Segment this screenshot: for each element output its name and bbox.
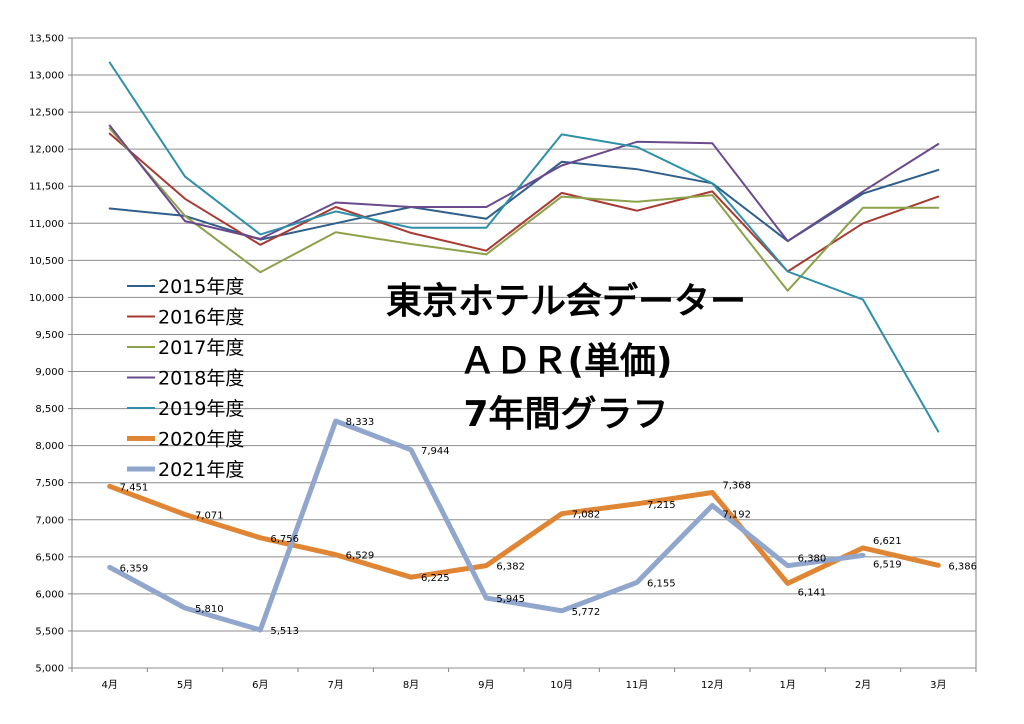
series-line bbox=[108, 124, 940, 243]
data-label: 5,945 bbox=[496, 594, 525, 605]
x-tick-label: 8月 bbox=[403, 679, 419, 691]
x-tick-label: 5月 bbox=[177, 679, 193, 691]
chart-title-line: ＡＤＲ(単価) bbox=[460, 341, 673, 382]
series-line bbox=[108, 132, 940, 273]
y-tick-label: 6,000 bbox=[35, 589, 64, 600]
x-tick-label: 10月 bbox=[550, 679, 573, 691]
y-axis: 5,000 5,500 6,000 6,500 7,000 7,500 8,000 8,500… bbox=[29, 34, 72, 675]
y-tick-label: 6,500 bbox=[35, 552, 64, 563]
series-line bbox=[107, 418, 866, 633]
x-tick-label: 9月 bbox=[478, 679, 494, 691]
data-label: 6,386 bbox=[948, 561, 977, 572]
data-label: 7,215 bbox=[647, 500, 676, 511]
data-label: 5,513 bbox=[270, 626, 299, 637]
x-tick-label: 12月 bbox=[701, 679, 724, 691]
y-tick-label: 10,500 bbox=[29, 256, 64, 267]
y-tick-label: 12,000 bbox=[29, 145, 64, 156]
legend-label: 2015年度 bbox=[158, 276, 244, 298]
y-tick-label: 8,500 bbox=[35, 404, 64, 415]
data-label: 5,772 bbox=[572, 607, 601, 618]
data-label: 6,155 bbox=[647, 578, 676, 589]
legend-label: 2017年度 bbox=[158, 337, 244, 359]
chart-title-line: 7年間グラフ bbox=[463, 394, 668, 435]
data-label: 6,756 bbox=[270, 534, 299, 545]
y-tick-label: 11,500 bbox=[29, 182, 64, 193]
x-tick-label: 2月 bbox=[855, 679, 871, 691]
data-label: 6,359 bbox=[120, 563, 149, 574]
chart-title: 東京ホテル会データー ＡＤＲ(単価) 7年間グラフ bbox=[386, 280, 746, 435]
legend-label: 2018年度 bbox=[158, 368, 244, 390]
data-label: 7,071 bbox=[195, 511, 224, 522]
y-tick-label: 5,500 bbox=[35, 626, 64, 637]
series-lines bbox=[107, 61, 941, 633]
legend-label: 2019年度 bbox=[158, 398, 244, 420]
x-tick-label: 6月 bbox=[252, 679, 268, 691]
data-label: 5,810 bbox=[195, 604, 224, 615]
y-tick-label: 10,000 bbox=[29, 293, 64, 304]
y-tick-label: 9,000 bbox=[35, 367, 64, 378]
y-tick-label: 8,000 bbox=[35, 441, 64, 452]
x-tick-label: 7月 bbox=[327, 679, 343, 691]
data-label: 6,519 bbox=[873, 559, 902, 570]
y-tick-label: 5,000 bbox=[35, 664, 64, 675]
y-tick-label: 13,500 bbox=[29, 34, 64, 45]
series-line bbox=[108, 61, 940, 433]
y-tick-label: 12,500 bbox=[29, 108, 64, 119]
y-tick-label: 13,000 bbox=[29, 71, 64, 82]
data-label: 7,451 bbox=[120, 482, 149, 493]
x-axis: 4月 5月 6月 7月 8月 9月 10月 11月 12月 1月 2月 3月 bbox=[71, 668, 977, 691]
data-label: 8,333 bbox=[346, 417, 375, 428]
y-tick-label: 11,000 bbox=[29, 219, 64, 230]
chart-title-line: 東京ホテル会データー bbox=[386, 280, 746, 322]
legend-label: 2020年度 bbox=[158, 429, 244, 451]
x-tick-label: 1月 bbox=[779, 679, 795, 691]
x-tick-label: 3月 bbox=[930, 679, 946, 691]
y-tick-label: 7,500 bbox=[35, 478, 64, 489]
legend-label: 2016年度 bbox=[158, 307, 244, 329]
legend: 2015年度 2016年度 2017年度 2018年度 2019年度 2020年度 2021… bbox=[127, 276, 244, 481]
data-label: 7,192 bbox=[722, 510, 751, 521]
x-tick-label: 11月 bbox=[626, 679, 649, 691]
y-tick-label: 9,500 bbox=[35, 330, 64, 341]
data-label: 7,368 bbox=[722, 480, 751, 491]
data-label: 6,380 bbox=[798, 554, 827, 565]
legend-label: 2021年度 bbox=[158, 459, 244, 481]
data-label: 6,225 bbox=[421, 573, 450, 584]
data-labels: 7,451 7,071 6,756 6,529 6,225 6,382 7,082 7,215… bbox=[120, 417, 977, 637]
series-line bbox=[107, 483, 941, 586]
data-label: 7,082 bbox=[572, 510, 601, 521]
data-label: 6,382 bbox=[496, 562, 525, 573]
data-label: 6,141 bbox=[798, 587, 827, 598]
data-label: 6,621 bbox=[873, 536, 902, 547]
x-tick-label: 4月 bbox=[101, 679, 117, 691]
data-label: 6,529 bbox=[346, 551, 375, 562]
data-label: 7,944 bbox=[421, 446, 450, 457]
y-tick-label: 7,000 bbox=[35, 515, 64, 526]
